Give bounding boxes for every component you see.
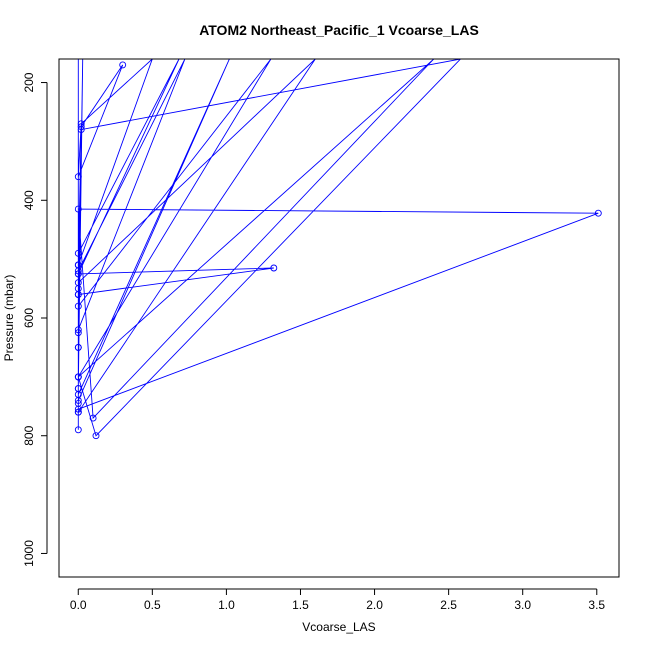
plot-frame: [58, 58, 620, 578]
data-point: [74, 291, 82, 298]
data-point: [74, 249, 82, 257]
x-tick-label: 2.5: [440, 598, 457, 612]
data-point: [89, 414, 97, 422]
data-point: [77, 123, 85, 131]
data-point: [74, 270, 82, 278]
data-point: [74, 343, 82, 351]
plot-area: [58, 58, 620, 578]
data-point: [74, 396, 82, 404]
x-tick-label: 0.0: [70, 598, 87, 612]
data-point: [74, 173, 82, 181]
y-axis-label: Pressure (mbar): [2, 275, 16, 362]
y-tick-label: 200: [22, 72, 36, 92]
data-point: [77, 126, 85, 134]
x-tick-label: 1.5: [292, 598, 309, 612]
data-point: [74, 373, 82, 381]
data-point: [270, 264, 278, 272]
chart-title: ATOM2 Northeast_Pacific_1 Vcoarse_LAS: [199, 22, 479, 38]
data-point: [74, 205, 82, 213]
data-point: [92, 432, 100, 440]
data-point: [74, 405, 82, 413]
y-tick-label: 600: [22, 308, 36, 328]
data-layer: [74, 59, 602, 440]
data-point: [74, 385, 82, 393]
data-point: [119, 61, 127, 69]
data-point: [74, 329, 82, 337]
y-tick-label: 400: [22, 190, 36, 210]
data-point: [74, 326, 82, 334]
y-tick-label: 1000: [22, 540, 36, 567]
data-point: [594, 209, 602, 217]
x-tick-label: 1.0: [218, 598, 235, 612]
x-tick-label: 3.0: [514, 598, 531, 612]
data-point: [74, 426, 82, 434]
y-tick-label: 800: [22, 425, 36, 445]
x-axis: 0.0 0.5 1.0 1.5 2.0 2.5 3.0 3.5: [70, 588, 605, 612]
x-tick-label: 2.0: [366, 598, 383, 612]
x-tick-label: 3.5: [588, 598, 605, 612]
data-point: [74, 408, 82, 416]
data-point: [74, 302, 82, 310]
series-line: [77, 59, 599, 437]
data-point: [74, 261, 82, 269]
x-axis-label: Vcoarse_LAS: [302, 620, 375, 634]
x-tick-label: 0.5: [144, 598, 161, 612]
data-point: [74, 279, 82, 287]
y-axis: 200 400 600 800 1000: [22, 72, 48, 567]
